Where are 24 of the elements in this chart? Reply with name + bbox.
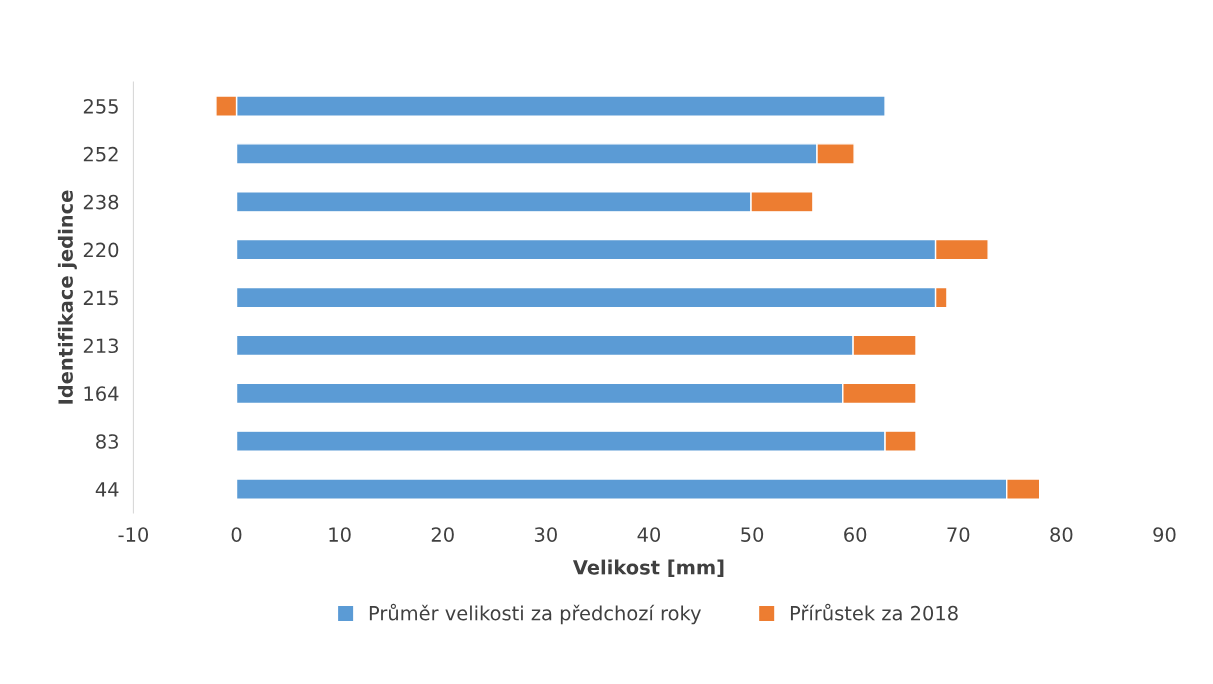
x-axis-title: Velikost [mm] [572,559,724,577]
x-tick-label: 60 [844,527,867,542]
y-tick-label: 255 [83,98,118,114]
y-tick-label: 83 [96,434,118,449]
x-tick-label: 80 [1050,527,1073,542]
x-tick-label: 20 [431,527,454,542]
x-tick-label: 10 [329,527,351,542]
x-tick-label: 90 [1153,527,1176,542]
legend-label: Průměr velikosti za předchozí roky [369,603,701,625]
x-tick-label: 0 [231,527,242,542]
y-tick-label: 164 [84,386,119,401]
x-tick-label: 50 [741,527,764,542]
y-axis-title: Identifikace jedince [57,190,77,404]
x-tick-label: 70 [947,527,970,542]
y-tick-label: 44 [95,482,119,497]
y-tick-label: 238 [83,194,119,210]
y-tick-label: 252 [83,146,118,162]
y-tick-label: 215 [83,290,118,306]
x-tick-label: 30 [534,527,557,542]
legend-label: Přírůstek za 2018 [790,603,958,621]
x-tick-label: -10 [118,527,149,542]
y-tick-label: 213 [83,338,118,354]
x-tick-label: 40 [637,527,661,542]
y-tick-label: 220 [83,242,119,258]
